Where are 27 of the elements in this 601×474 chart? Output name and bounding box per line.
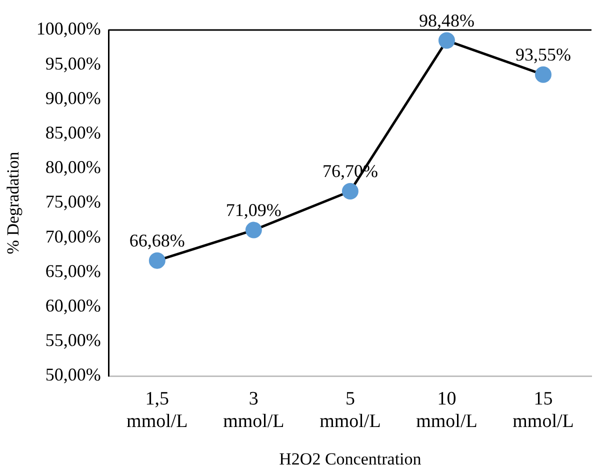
data-label: 71,09% (226, 200, 282, 220)
y-tick-label: 75,00% (45, 192, 101, 212)
y-tick-label: 90,00% (45, 88, 101, 108)
data-label: 98,48% (418, 10, 474, 30)
data-label: 66,68% (129, 230, 185, 250)
data-label: 93,55% (515, 44, 571, 64)
point (245, 222, 262, 238)
point (534, 66, 552, 83)
x-tick-label: 1,5 mmol/L (126, 388, 188, 432)
y-tick-label: 85,00% (45, 122, 101, 143)
x-axis-title: H2O2 Concentration (279, 449, 422, 468)
y-tick-label: 50,00% (45, 364, 101, 385)
x-tick-label: 3 mmol/L (223, 388, 284, 432)
point (148, 252, 166, 269)
point (438, 32, 455, 49)
y-tick-label: 80,00% (45, 157, 101, 178)
x-tick-label: 10 mmol/L (416, 388, 478, 432)
y-tick-label: 70,00% (45, 226, 101, 246)
y-tick-label: 95,00% (45, 53, 101, 74)
y-axis-title: % Degradation (4, 151, 23, 254)
point (342, 182, 358, 200)
y-tick-label: 100,00% (36, 18, 101, 39)
x-tick-label: 5 mmol/L (320, 388, 381, 432)
y-tick-label: 65,00% (45, 260, 101, 281)
x-tick-label: 15 mmol/L (512, 388, 574, 432)
y-tick-label: 60,00% (45, 296, 101, 316)
y-tick-label: 55,00% (45, 330, 101, 350)
